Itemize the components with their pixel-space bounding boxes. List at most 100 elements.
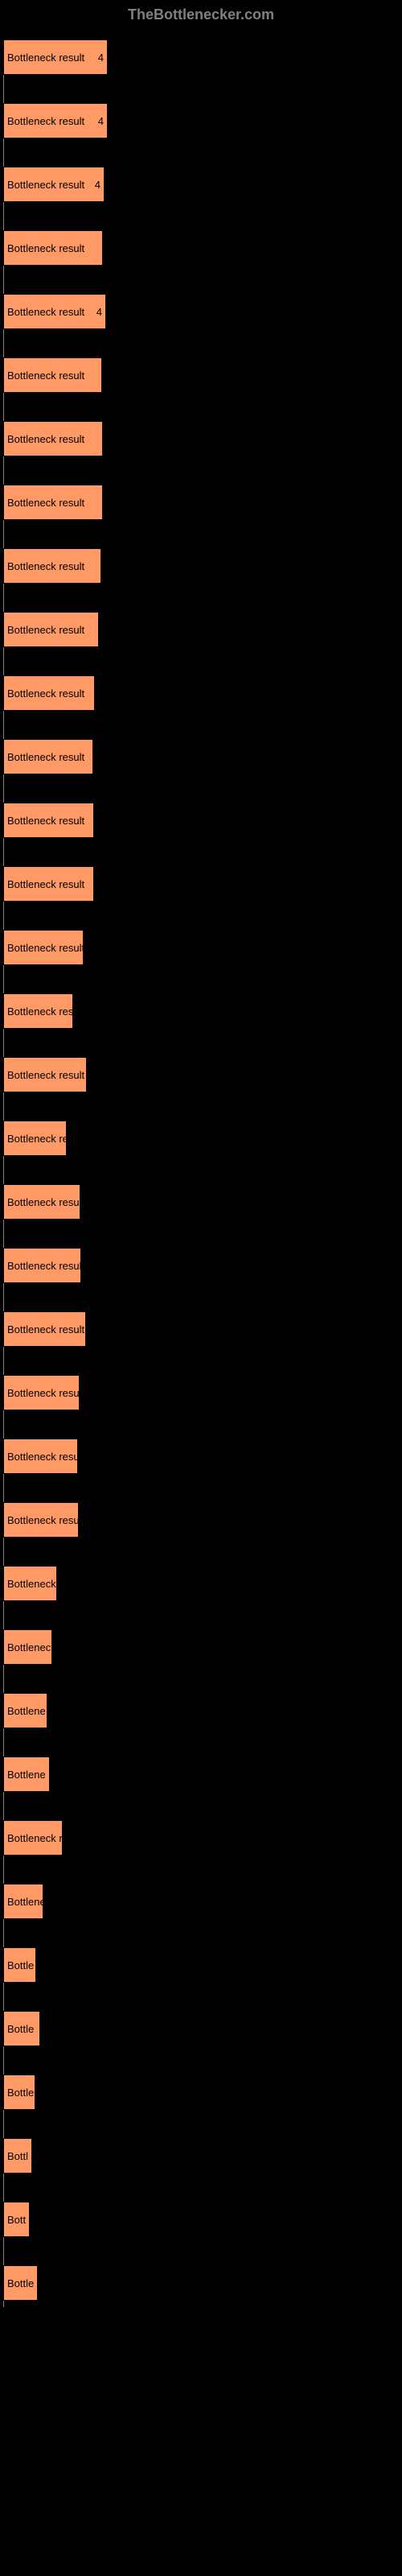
bottleneck-bar[interactable]: Bottleneck result: [3, 866, 94, 902]
bar-row: Bottleneck result: [3, 230, 402, 266]
bottleneck-bar[interactable]: Bottlene: [3, 1884, 43, 1919]
bar-label: Bottl: [4, 2150, 28, 2162]
axis-tick: [3, 584, 4, 590]
bar-value: 4: [98, 115, 104, 127]
bar-label: Bottleneck result: [4, 306, 84, 318]
axis-tick: [3, 774, 4, 781]
bar-row: Bottle: [3, 2074, 402, 2110]
bar-label: Bottleneck result: [4, 433, 84, 445]
bar-label: Bottleneck result: [4, 624, 84, 636]
bottleneck-bar[interactable]: Bottleneck resu: [3, 1439, 78, 1474]
bottleneck-bar[interactable]: Bott: [3, 2202, 30, 2237]
bottleneck-bar[interactable]: Bottleneck result: [3, 357, 102, 393]
axis-tick: [3, 965, 4, 972]
bar-row: Bottleneck result: [3, 1057, 402, 1092]
bar-label: Bottle: [4, 1959, 34, 1971]
axis-tick: [3, 1665, 4, 1671]
bottleneck-bar[interactable]: Bottleneck result: [3, 803, 94, 838]
axis-tick: [3, 1792, 4, 1798]
bottleneck-bar[interactable]: Bottle: [3, 2074, 35, 2110]
bar-label: Bott: [4, 2214, 26, 2226]
bar-label: Bottleneck result: [4, 560, 84, 572]
axis-tick: [3, 1983, 4, 1989]
axis-tick: [3, 202, 4, 208]
bar-row: Bottleneck resu: [3, 1439, 402, 1474]
bottleneck-bar[interactable]: Bottleneck result: [3, 485, 103, 520]
bar-row: Bottleneck r: [3, 1820, 402, 1856]
axis-tick: [3, 329, 4, 336]
bar-label: Bottleneck result: [4, 369, 84, 382]
bar-label: Bottleneck result: [4, 115, 84, 127]
axis-tick: [3, 2301, 4, 2307]
bar-value: 4: [98, 52, 104, 64]
bar-row: Bottleneck result: [3, 803, 402, 838]
axis-tick: [3, 711, 4, 717]
bottleneck-bar[interactable]: Bottleneck result: [3, 930, 84, 965]
bottleneck-bar[interactable]: Bottleneck result: [3, 1502, 79, 1538]
bar-row: Bottleneck result: [3, 930, 402, 965]
bottleneck-bar[interactable]: Bottlenec: [3, 1629, 52, 1665]
bar-label: Bottleneck resu: [4, 1451, 78, 1463]
bottleneck-bar[interactable]: Bottle: [3, 2011, 40, 2046]
axis-tick: [3, 1347, 4, 1353]
bottleneck-bar[interactable]: Bottle: [3, 2265, 38, 2301]
axis-tick: [3, 1092, 4, 1099]
bottleneck-bar[interactable]: Bottleneck result: [3, 1375, 80, 1410]
bar-label: Bottleneck result: [4, 942, 84, 954]
bottleneck-bar[interactable]: Bottleneck result: [3, 230, 103, 266]
bottleneck-bar[interactable]: Bottleneck result: [3, 1248, 81, 1283]
bottleneck-bar[interactable]: Bottle: [3, 1947, 36, 1983]
bar-label: Bottleneck result: [4, 1323, 84, 1335]
bottleneck-bar[interactable]: Bottleneck resu: [3, 1184, 80, 1220]
bottleneck-bar[interactable]: Bottleneck result: [3, 421, 103, 456]
bottleneck-bar[interactable]: Bottleneck result: [3, 993, 73, 1029]
bottleneck-bar[interactable]: Bottleneck result: [3, 675, 95, 711]
bar-row: Bottleneck result: [3, 548, 402, 584]
bottleneck-bar[interactable]: Bottleneck result: [3, 739, 93, 774]
bar-label: Bottle: [4, 2277, 34, 2289]
axis-tick: [3, 2110, 4, 2116]
axis-tick: [3, 1156, 4, 1162]
bottleneck-bar[interactable]: Bottleneck result: [3, 1311, 86, 1347]
bar-row: Bottle: [3, 2265, 402, 2301]
bar-row: Bottle: [3, 1947, 402, 1983]
bar-label: Bottleneck: [4, 1578, 56, 1590]
bottleneck-chart: Bottleneck result 4 Bottleneck result 4 Bott…: [0, 39, 402, 2301]
bottleneck-bar[interactable]: Bottleneck result: [3, 1121, 67, 1156]
bottleneck-bar[interactable]: Bottleneck result: [3, 1057, 87, 1092]
bottleneck-bar[interactable]: Bottleneck result4: [3, 294, 106, 329]
axis-tick: [3, 393, 4, 399]
axis-tick: [3, 2046, 4, 2053]
bar-row: Bottleneck result: [3, 739, 402, 774]
bottleneck-bar[interactable]: Bottleneck result: [3, 612, 99, 647]
axis-tick: [3, 647, 4, 654]
bottleneck-bar[interactable]: Bottleneck result 4: [3, 39, 108, 75]
bar-label: Bottleneck result: [4, 1514, 79, 1526]
bottleneck-bar[interactable]: Bottl: [3, 2138, 32, 2174]
bar-label: Bottle: [4, 2023, 34, 2035]
bar-row: Bottleneck result4: [3, 167, 402, 202]
bar-label: Bottleneck result: [4, 52, 84, 64]
axis-tick: [3, 1410, 4, 1417]
bottleneck-bar[interactable]: Bottleneck: [3, 1566, 57, 1601]
axis-tick: [3, 2237, 4, 2244]
bar-row: Bottleneck result: [3, 1502, 402, 1538]
axis-tick: [3, 902, 4, 908]
axis-tick: [3, 1919, 4, 1926]
bottleneck-bar[interactable]: Bottlene: [3, 1757, 50, 1792]
bottleneck-bar[interactable]: Bottleneck r: [3, 1820, 63, 1856]
bar-label: Bottleneck resu: [4, 1196, 80, 1208]
axis-tick: [3, 75, 4, 81]
axis-tick: [3, 838, 4, 844]
bar-row: Bottleneck result: [3, 421, 402, 456]
axis-tick: [3, 2174, 4, 2180]
bar-row: Bottleneck result: [3, 357, 402, 393]
bottleneck-bar[interactable]: Bottlene: [3, 1693, 47, 1728]
bar-row: Bottleneck result: [3, 675, 402, 711]
bar-label: Bottleneck r: [4, 1832, 63, 1844]
site-header: TheBottlenecker.com: [0, 6, 402, 23]
bottleneck-bar[interactable]: Bottleneck result 4: [3, 103, 108, 138]
axis-tick: [3, 1538, 4, 1544]
bottleneck-bar[interactable]: Bottleneck result: [3, 548, 101, 584]
bottleneck-bar[interactable]: Bottleneck result4: [3, 167, 105, 202]
